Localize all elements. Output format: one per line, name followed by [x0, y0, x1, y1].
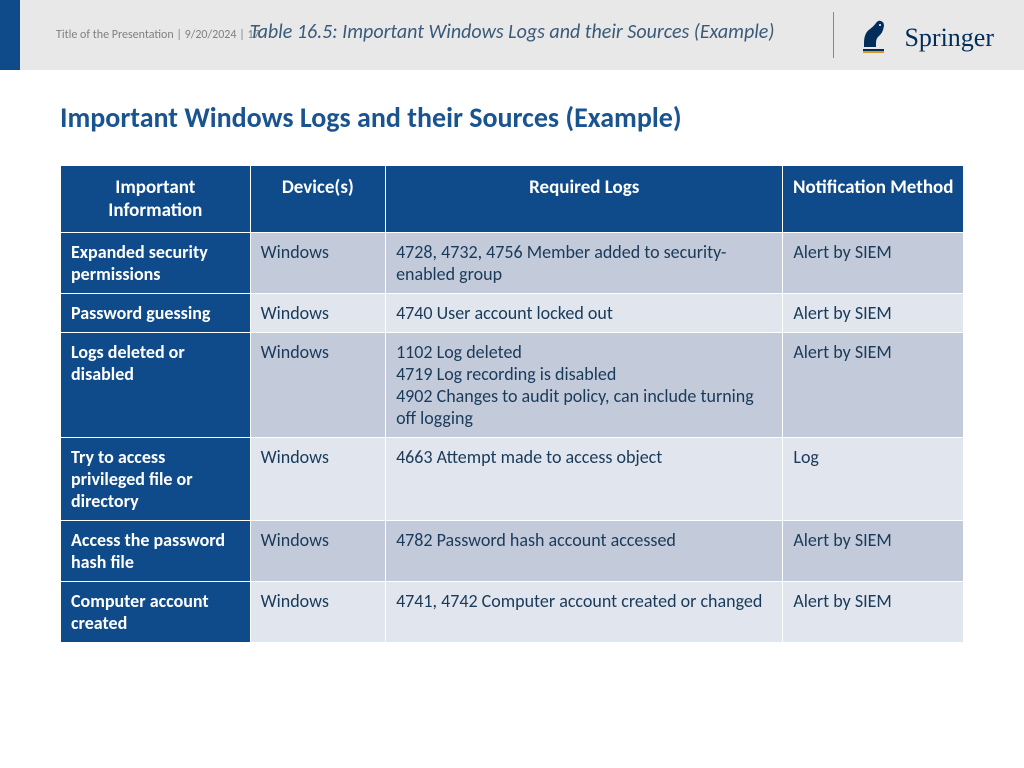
table-row: Try to access privileged file or directo…	[61, 438, 964, 521]
cell-device: Windows	[250, 333, 385, 438]
page-title: Important Windows Logs and their Sources…	[60, 100, 964, 135]
cell-logs: 1102 Log deleted 4719 Log recording is d…	[386, 333, 783, 438]
cell-logs: 4740 User account locked out	[386, 294, 783, 333]
cell-notif: Alert by SIEM	[783, 233, 964, 294]
table-row: Access the password hash fileWindows4782…	[61, 521, 964, 582]
header-divider	[833, 12, 834, 58]
springer-horse-icon	[854, 15, 894, 60]
cell-logs: 4782 Password hash account accessed	[386, 521, 783, 582]
top-bar: Title of the Presentation | 9/20/2024 | …	[0, 0, 1024, 70]
accent-bar	[0, 0, 20, 70]
slide-content: Important Windows Logs and their Sources…	[0, 70, 1024, 643]
cell-notif: Alert by SIEM	[783, 582, 964, 643]
cell-logs: 4741, 4742 Computer account created or c…	[386, 582, 783, 643]
cell-notif: Alert by SIEM	[783, 521, 964, 582]
col-header-logs: Required Logs	[386, 166, 783, 233]
cell-notif: Log	[783, 438, 964, 521]
cell-notif: Alert by SIEM	[783, 333, 964, 438]
meta-title: Title of the Presentation	[56, 28, 174, 42]
cell-info: Expanded security permissions	[61, 233, 251, 294]
table-header-row: Important Information Device(s) Required…	[61, 166, 964, 233]
cell-device: Windows	[250, 233, 385, 294]
cell-device: Windows	[250, 521, 385, 582]
cell-notif: Alert by SIEM	[783, 294, 964, 333]
cell-info: Access the password hash file	[61, 521, 251, 582]
cell-device: Windows	[250, 294, 385, 333]
cell-info: Computer account created	[61, 582, 251, 643]
cell-info: Try to access privileged file or directo…	[61, 438, 251, 521]
col-header-info: Important Information	[61, 166, 251, 233]
cell-device: Windows	[250, 438, 385, 521]
windows-logs-table: Important Information Device(s) Required…	[60, 165, 964, 643]
brand-block: Springer	[854, 15, 994, 60]
brand-name: Springer	[904, 23, 994, 53]
cell-logs: 4663 Attempt made to access object	[386, 438, 783, 521]
slide-meta: Title of the Presentation | 9/20/2024 | …	[56, 28, 260, 42]
meta-date: 9/20/2024	[185, 28, 237, 42]
cell-device: Windows	[250, 582, 385, 643]
col-header-notif: Notification Method	[783, 166, 964, 233]
cell-info: Logs deleted or disabled	[61, 333, 251, 438]
table-row: Expanded security permissionsWindows4728…	[61, 233, 964, 294]
table-row: Logs deleted or disabledWindows1102 Log …	[61, 333, 964, 438]
cell-info: Password guessing	[61, 294, 251, 333]
table-row: Computer account createdWindows4741, 474…	[61, 582, 964, 643]
col-header-device: Device(s)	[250, 166, 385, 233]
cell-logs: 4728, 4732, 4756 Member added to securit…	[386, 233, 783, 294]
meta-page: 17	[247, 28, 259, 42]
table-row: Password guessingWindows4740 User accoun…	[61, 294, 964, 333]
